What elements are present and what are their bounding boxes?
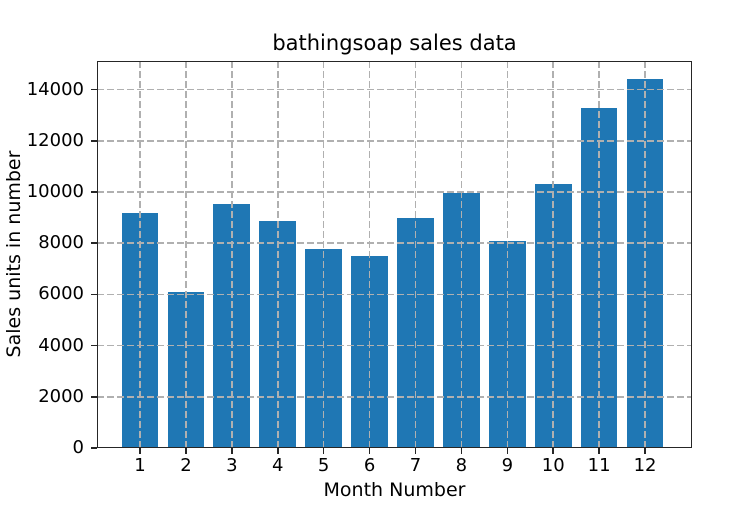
grid-line-horizontal <box>97 396 692 398</box>
grid-layer <box>97 61 692 448</box>
y-tick-label: 4000 <box>38 334 84 356</box>
grid-line-horizontal <box>97 344 692 347</box>
y-tick-label: 12000 <box>26 129 84 151</box>
y-tick-mark <box>91 88 97 91</box>
x-tick-label: 10 <box>541 455 565 476</box>
x-tick-mark <box>598 448 600 454</box>
grid-line-vertical <box>231 61 233 448</box>
y-tick-mark <box>91 191 97 193</box>
x-tick-label: 5 <box>317 455 330 476</box>
grid-line-vertical <box>644 61 646 448</box>
y-tick-label: 10000 <box>26 181 84 203</box>
y-tick-label: 14000 <box>26 78 84 100</box>
y-tick-mark <box>91 396 97 398</box>
grid-line-horizontal <box>97 88 692 91</box>
y-tick-mark <box>91 140 97 142</box>
grid-line-vertical <box>598 61 600 448</box>
y-tick-mark <box>91 293 97 296</box>
x-tick-mark <box>185 448 187 454</box>
x-tick-mark <box>231 448 233 454</box>
grid-line-vertical <box>460 61 463 448</box>
x-tick-label: 8 <box>455 455 468 476</box>
x-tick-mark <box>644 448 646 454</box>
x-tick-label: 2 <box>180 455 192 476</box>
x-axis-label: Month Number <box>323 479 466 501</box>
x-tick-label: 3 <box>226 455 238 476</box>
y-tick-mark <box>91 447 97 449</box>
x-tick-mark <box>368 448 371 454</box>
grid-line-horizontal <box>97 242 692 245</box>
y-tick-label: 0 <box>72 437 84 458</box>
grid-line-vertical <box>552 61 554 448</box>
grid-line-vertical <box>414 61 417 448</box>
grid-line-vertical <box>322 61 325 448</box>
x-tick-mark <box>552 448 554 454</box>
x-tick-label: 7 <box>409 455 422 476</box>
x-tick-mark <box>460 448 463 454</box>
x-tick-label: 9 <box>501 455 514 476</box>
x-tick-label: 12 <box>633 455 657 476</box>
x-tick-mark <box>276 448 279 454</box>
x-tick-mark <box>322 448 325 454</box>
y-tick-label: 2000 <box>38 385 84 407</box>
grid-line-vertical <box>506 61 509 448</box>
plot-area <box>97 61 692 448</box>
grid-line-vertical <box>276 61 279 448</box>
grid-line-horizontal <box>97 140 692 142</box>
y-tick-mark <box>91 344 97 347</box>
x-tick-mark <box>139 448 141 454</box>
grid-line-vertical <box>368 61 371 448</box>
x-tick-label: 1 <box>134 455 146 476</box>
x-tick-label: 4 <box>272 455 284 476</box>
y-tick-label: 6000 <box>38 283 84 305</box>
x-tick-label: 6 <box>363 455 376 476</box>
x-tick-mark <box>414 448 417 454</box>
grid-line-vertical <box>139 61 141 448</box>
grid-line-horizontal <box>97 191 692 193</box>
grid-line-vertical <box>185 61 187 448</box>
y-tick-mark <box>91 242 97 245</box>
y-tick-label: 8000 <box>38 232 84 254</box>
chart-title: bathingsoap sales data <box>272 31 517 55</box>
grid-line-horizontal <box>97 293 692 296</box>
x-tick-mark <box>506 448 509 454</box>
x-tick-label: 11 <box>587 455 611 476</box>
